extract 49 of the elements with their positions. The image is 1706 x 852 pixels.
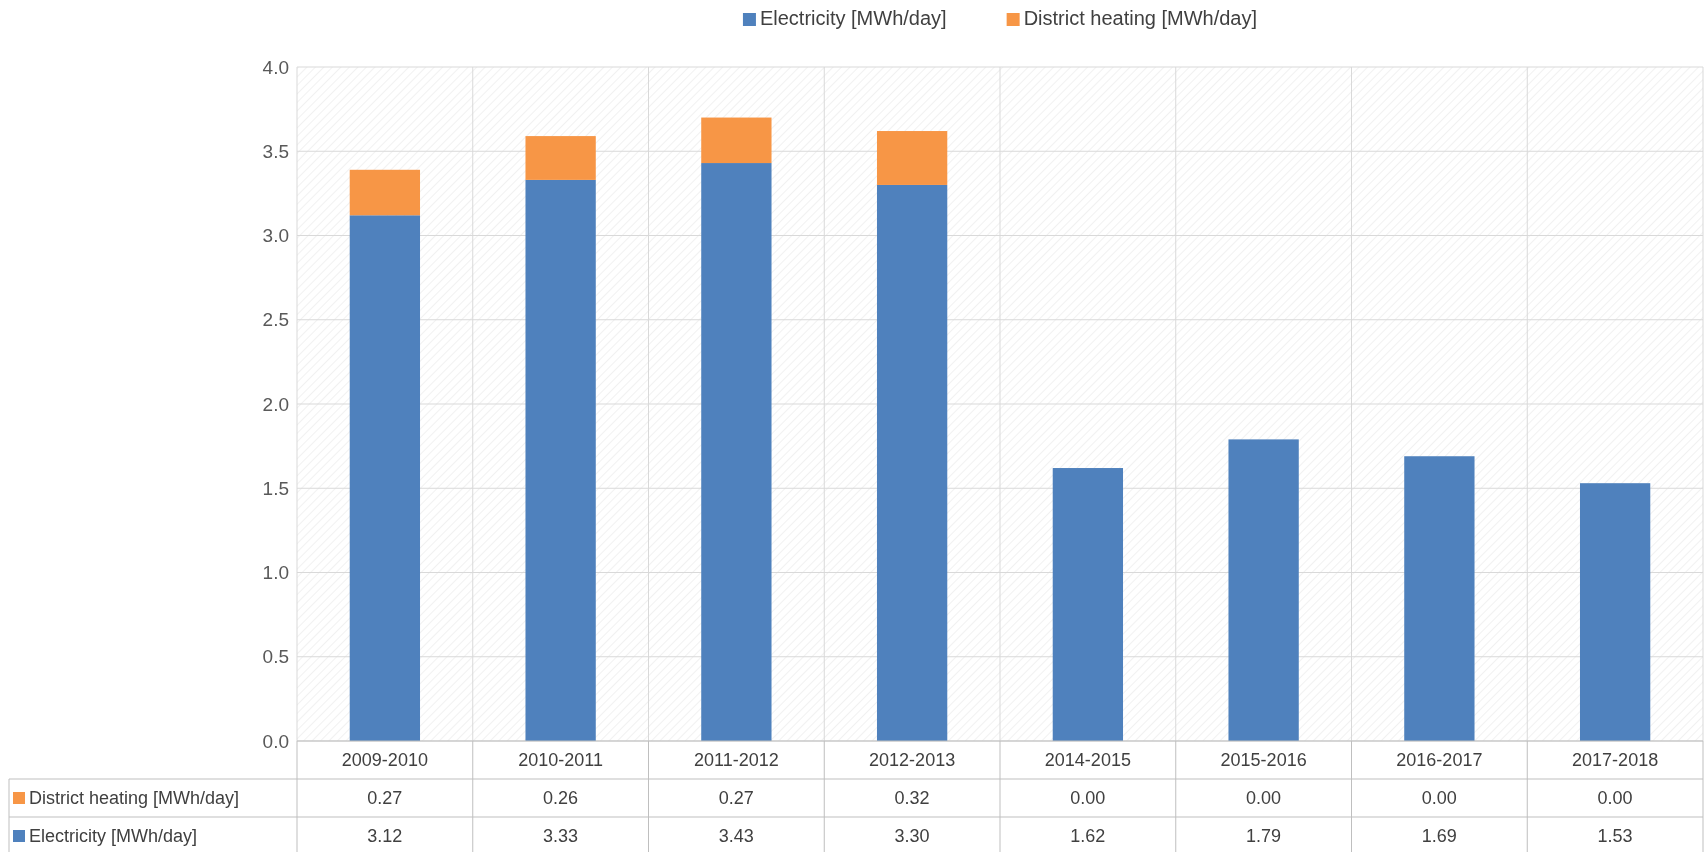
data-label: 1.53	[1597, 826, 1633, 846]
data-label: 3.43	[718, 826, 754, 846]
y-tick-label: 1.5	[262, 477, 289, 499]
bar	[1052, 468, 1124, 741]
y-tick-label: 0.5	[262, 646, 289, 668]
bar	[349, 169, 421, 216]
y-tick-label: 3.0	[262, 225, 289, 247]
x-tick-label: 2010-2011	[518, 750, 603, 770]
data-label: 3.12	[367, 826, 403, 846]
legend-label: District heating [MWh/day]	[1023, 7, 1258, 29]
y-tick-label: 2.0	[262, 393, 289, 415]
bar	[701, 163, 772, 741]
x-tick-label: 2015-2016	[1220, 750, 1307, 770]
text: District heating [MWh/day]	[29, 788, 240, 808]
y-tick-label: 0.0	[262, 730, 289, 752]
x-tick-label: 2012-2013	[869, 750, 956, 770]
data-label: 1.79	[1246, 826, 1282, 846]
y-tick-label: 2.5	[262, 309, 289, 331]
y-tick-label: 1.0	[262, 562, 289, 584]
data-label: 3.30	[894, 826, 930, 846]
data-label: 0.00	[1421, 788, 1457, 808]
data-label: 0.00	[1246, 788, 1282, 808]
text: Electricity [MWh/day]	[29, 826, 198, 846]
bar	[876, 131, 948, 185]
y-tick-label: 3.5	[262, 140, 289, 162]
x-tick-label: 2016-2017	[1396, 750, 1483, 770]
bar	[701, 117, 772, 164]
legend-label: Electricity [MWh/day]	[759, 7, 947, 29]
x-tick-label: 2014-2015	[1044, 750, 1131, 770]
bar	[525, 179, 596, 741]
x-tick-label: 2017-2018	[1572, 750, 1659, 770]
x-tick-label: 2009-2010	[341, 750, 428, 770]
bar	[525, 136, 596, 180]
data-label: 1.69	[1421, 826, 1457, 846]
data-label: 0.26	[543, 788, 579, 808]
data-label: 0.27	[367, 788, 403, 808]
bar	[1228, 439, 1299, 741]
y-tick-label: 4.0	[262, 56, 289, 78]
data-label: 0.00	[1597, 788, 1633, 808]
data-label: 0.32	[894, 788, 930, 808]
bar	[349, 215, 421, 741]
bar	[1404, 456, 1475, 741]
bar	[1579, 483, 1651, 741]
data-label: 3.33	[543, 826, 579, 846]
x-tick-label: 2011-2012	[694, 750, 779, 770]
data-label: 1.62	[1070, 826, 1106, 846]
bar	[876, 184, 948, 741]
data-label: 0.27	[718, 788, 754, 808]
data-label: 0.00	[1070, 788, 1106, 808]
